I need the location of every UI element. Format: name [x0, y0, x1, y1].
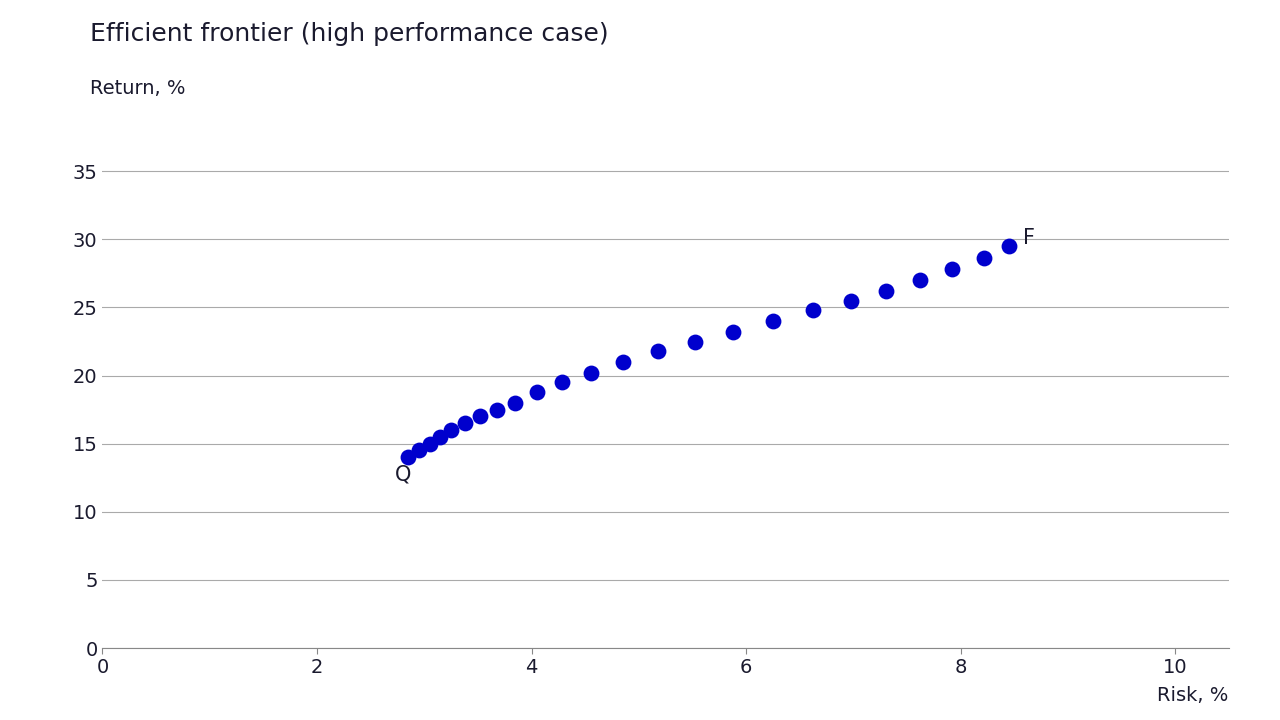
- Point: [408, 445, 429, 456]
- Point: [430, 431, 451, 443]
- Point: [685, 336, 705, 347]
- Point: [526, 386, 547, 397]
- Point: [454, 418, 475, 429]
- Point: [486, 404, 507, 415]
- Point: [876, 285, 896, 297]
- Point: [580, 367, 600, 379]
- Text: F: F: [1023, 228, 1034, 248]
- Point: [803, 305, 823, 316]
- Point: [420, 438, 440, 449]
- Point: [841, 295, 861, 307]
- X-axis label: Risk, %: Risk, %: [1157, 685, 1229, 705]
- Point: [470, 410, 490, 422]
- Point: [998, 240, 1019, 252]
- Point: [763, 315, 783, 327]
- Point: [910, 274, 931, 286]
- Point: [440, 424, 461, 436]
- Point: [723, 326, 744, 338]
- Text: Return, %: Return, %: [90, 79, 186, 98]
- Text: Q: Q: [396, 464, 412, 484]
- Point: [942, 264, 963, 275]
- Point: [552, 377, 572, 388]
- Text: Efficient frontier (high performance case): Efficient frontier (high performance cas…: [90, 22, 608, 45]
- Point: [648, 346, 668, 357]
- Point: [506, 397, 526, 408]
- Point: [612, 356, 632, 368]
- Point: [974, 253, 995, 264]
- Point: [398, 451, 419, 463]
